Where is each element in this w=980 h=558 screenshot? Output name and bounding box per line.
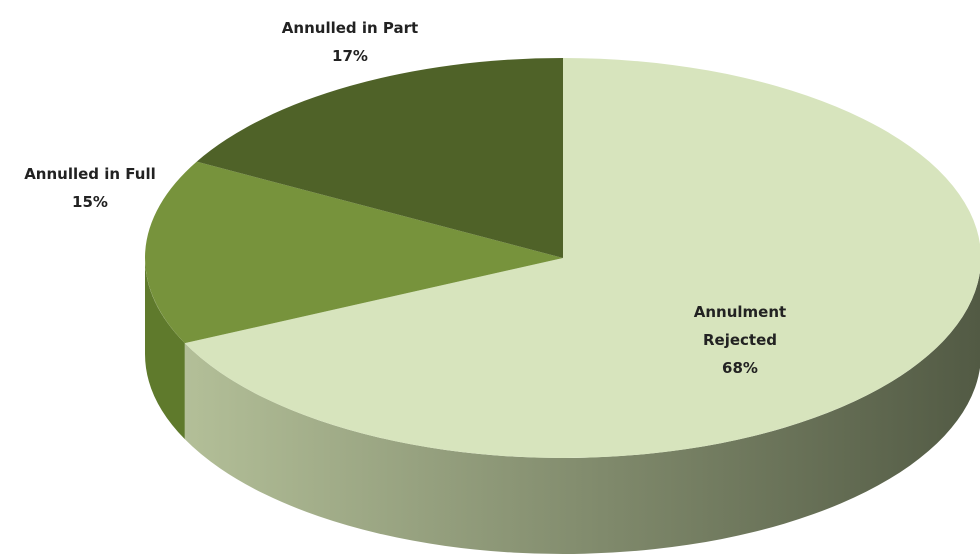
- category-label: Annulled in Full: [24, 165, 156, 183]
- value-label: 17%: [332, 47, 368, 65]
- data-label: Annulment Rejected 68%: [680, 298, 800, 382]
- slice: [184, 58, 980, 458]
- slice-side: [145, 258, 185, 440]
- slice: [145, 161, 563, 344]
- slice-side: [184, 271, 980, 555]
- data-label: Annulled in Full 15%: [0, 160, 180, 216]
- value-label: 15%: [72, 193, 108, 211]
- slice: [196, 58, 564, 258]
- category-label: Annulled in Part: [281, 19, 419, 37]
- value-label: 68%: [722, 359, 758, 377]
- data-label: Annulled in Part 17%: [260, 14, 440, 70]
- category-label: Annulment Rejected: [693, 303, 787, 349]
